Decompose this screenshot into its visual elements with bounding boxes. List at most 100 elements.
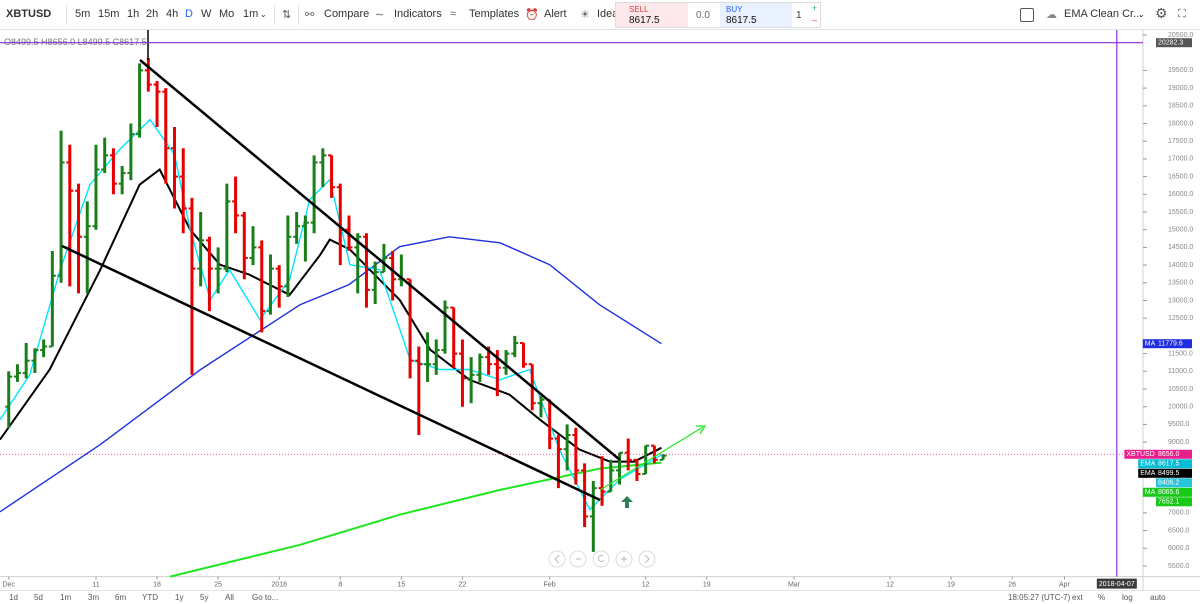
price-label: 8656.0 xyxy=(1158,451,1180,458)
idea-icon[interactable]: ☀ xyxy=(580,9,590,21)
interval[interactable]: 1m xyxy=(243,8,259,20)
sell-label: SELL xyxy=(629,5,649,14)
x-tick-label: 12 xyxy=(886,581,894,588)
chart-style-icon[interactable]: ⇅ xyxy=(282,9,292,21)
qty-plus[interactable]: + xyxy=(812,3,818,13)
price-label-name: XBTUSD xyxy=(1126,451,1154,458)
price-label-name: EMA xyxy=(1140,461,1156,468)
scale-option[interactable]: log xyxy=(1122,593,1133,602)
x-tick-label: 12 xyxy=(642,581,650,588)
nav-button[interactable] xyxy=(592,550,610,568)
price-label-name: EMA xyxy=(1140,470,1156,477)
price-label-name: MA xyxy=(1145,489,1156,496)
dropdown-arrow[interactable]: ⌄ xyxy=(260,10,267,19)
y-tick-label: 6500.0 xyxy=(1168,527,1190,534)
interval[interactable]: Mo xyxy=(219,8,235,20)
range-button[interactable]: 5d xyxy=(34,593,43,602)
range-button[interactable]: All xyxy=(225,593,234,602)
y-tick-label: 11500.0 xyxy=(1168,350,1193,357)
scale-option[interactable]: ext xyxy=(1072,593,1083,602)
y-tick-label: 16000.0 xyxy=(1168,191,1193,198)
price-label-name-box xyxy=(1142,339,1156,349)
range-button[interactable]: 1d xyxy=(9,593,18,602)
range-button[interactable]: 3m xyxy=(88,593,100,602)
y-tick-label: 14000.0 xyxy=(1168,262,1193,269)
price-label: 8406.2 xyxy=(1158,480,1180,487)
indicators-icon[interactable]: ∼ xyxy=(375,9,385,21)
y-tick-label: 13500.0 xyxy=(1168,280,1193,287)
checkbox[interactable] xyxy=(1020,8,1034,22)
projection-arrowhead xyxy=(696,425,707,435)
sell-button[interactable]: SELL 8617.5 xyxy=(616,3,688,27)
alert-icon[interactable]: ⏰ xyxy=(525,9,539,21)
compare-button[interactable]: Compare xyxy=(324,8,370,20)
qty-minus[interactable]: – xyxy=(812,15,818,25)
nav-button[interactable] xyxy=(548,550,566,568)
compare-icon[interactable]: ⚯ xyxy=(305,9,315,21)
y-tick-label: 18000.0 xyxy=(1168,120,1193,127)
templates-icon[interactable]: ≈ xyxy=(450,8,457,20)
interval[interactable]: 4h xyxy=(166,8,179,20)
alert-button[interactable]: Alert xyxy=(544,8,567,20)
x-tick-label: 25 xyxy=(214,581,222,588)
trend-line xyxy=(139,59,621,461)
template-name[interactable]: EMA Clean Cr... xyxy=(1064,8,1143,20)
y-tick-label: 19500.0 xyxy=(1168,67,1193,74)
cloud-icon[interactable]: ☁ xyxy=(1046,9,1057,21)
navigation-buttons xyxy=(548,550,656,568)
price-label: 7652.1 xyxy=(1158,499,1180,506)
x-tick-label: 2018 xyxy=(271,581,287,588)
price-label-name-box xyxy=(1138,468,1156,478)
y-tick-label: 13000.0 xyxy=(1168,297,1193,304)
price-label-box xyxy=(1156,339,1192,349)
templates-button[interactable]: Templates xyxy=(469,8,520,20)
dropdown-arrow[interactable]: ⌄ xyxy=(1138,10,1145,19)
y-tick-label: 11000.0 xyxy=(1168,368,1193,375)
idea-button[interactable]: Idea xyxy=(597,8,619,20)
quantity[interactable]: 1 xyxy=(796,10,802,21)
buy-arrow xyxy=(621,496,633,508)
price-label-box xyxy=(1156,38,1192,48)
chart-background xyxy=(0,30,1200,590)
x-tick-label: 26 xyxy=(1008,581,1016,588)
interval[interactable]: 2h xyxy=(146,8,159,20)
scale-option[interactable]: % xyxy=(1098,593,1106,602)
buy-button[interactable]: BUY 8617.5 xyxy=(720,3,792,27)
price-label-box xyxy=(1156,468,1192,478)
nav-button[interactable] xyxy=(638,550,656,568)
indicators-button[interactable]: Indicators xyxy=(394,8,442,20)
interval[interactable]: 1h xyxy=(127,8,140,20)
range-button[interactable]: 5y xyxy=(200,593,209,602)
range-button[interactable]: 1m xyxy=(60,593,72,602)
settings-icon[interactable]: ⚙ xyxy=(1155,5,1168,21)
x-tick-label: Dec xyxy=(2,581,15,588)
x-tick-label: 18 xyxy=(153,581,161,588)
spread: 0.0 xyxy=(696,10,710,21)
scale-option[interactable]: auto xyxy=(1150,593,1166,602)
range-button[interactable]: 1y xyxy=(175,593,184,602)
x-tick-label: Mar xyxy=(788,581,801,588)
price-label: 20282.3 xyxy=(1158,40,1183,47)
drawings xyxy=(61,30,707,508)
goto-button[interactable]: Go to... xyxy=(252,593,279,602)
y-tick-label: 16500.0 xyxy=(1168,173,1193,180)
interval-active[interactable]: D xyxy=(185,8,193,20)
symbol[interactable]: XBTUSD xyxy=(6,8,52,20)
trade-panel: SELL 8617.5 0.0 BUY 8617.5 1 + – xyxy=(615,2,821,28)
x-tick-label: Apr xyxy=(1059,581,1071,588)
fullscreen-icon[interactable]: ⛶ xyxy=(1178,8,1186,20)
price-label: 11779.6 xyxy=(1158,341,1183,348)
x-tick-label: 19 xyxy=(703,581,711,588)
y-tick-label: 9500.0 xyxy=(1168,421,1190,428)
projection-arrow xyxy=(599,426,704,491)
price-label-box xyxy=(1156,478,1192,488)
range-button[interactable]: YTD xyxy=(142,593,158,602)
range-button[interactable]: 6m xyxy=(115,593,127,602)
interval[interactable]: W xyxy=(201,8,212,20)
interval[interactable]: 15m xyxy=(98,8,120,20)
interval[interactable]: 5m xyxy=(75,8,91,20)
y-tick-label: 10500.0 xyxy=(1168,386,1193,393)
